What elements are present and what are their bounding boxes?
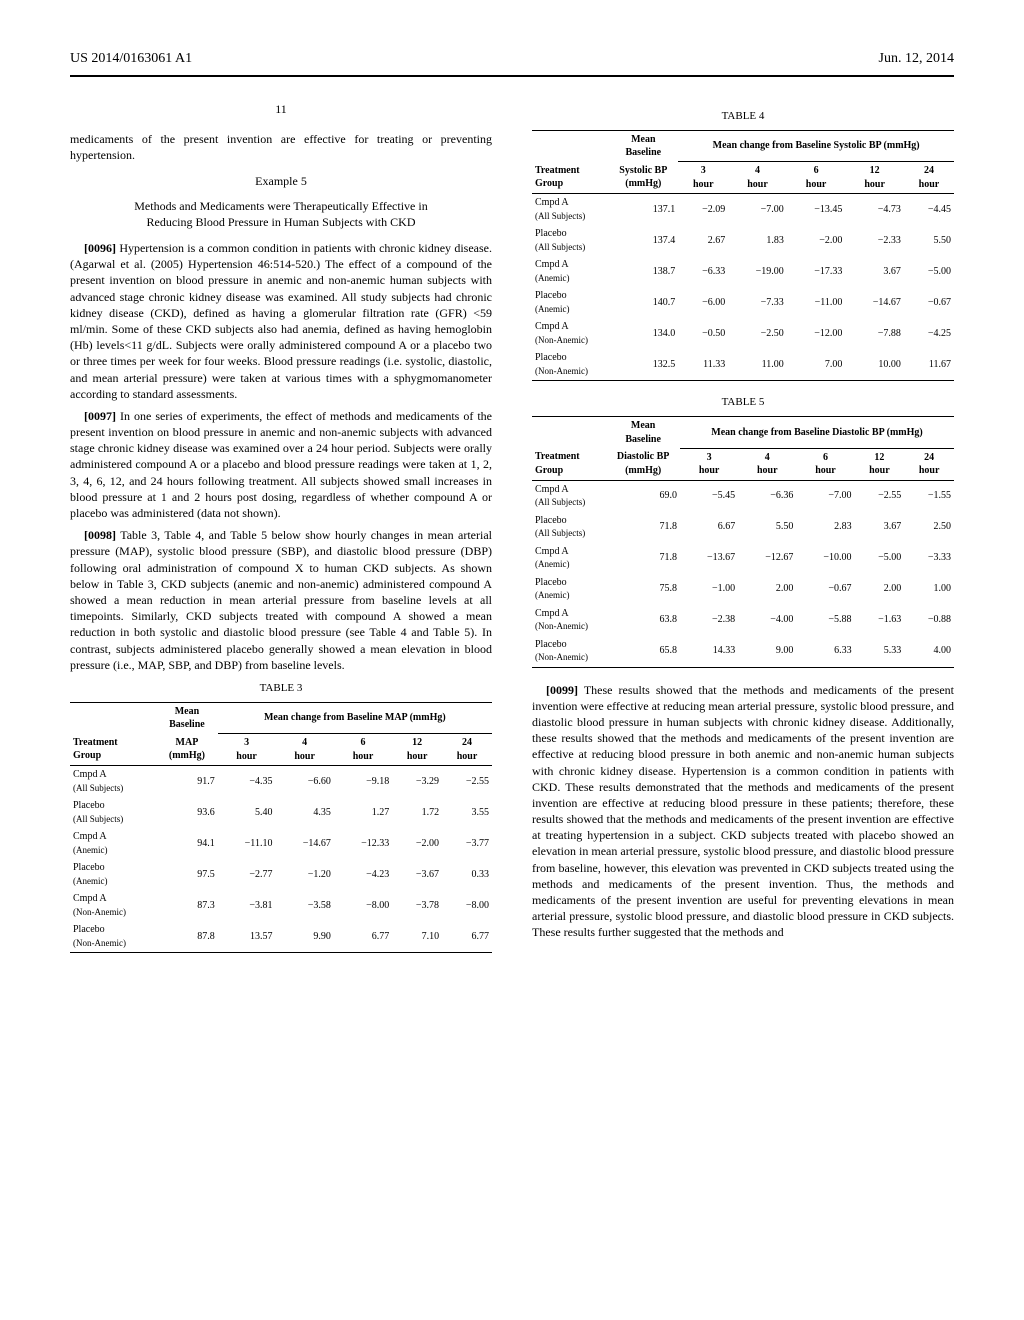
table4-caption: TABLE 4 bbox=[532, 109, 954, 124]
para-text-0097: In one series of experiments, the effect… bbox=[70, 409, 492, 520]
two-column-layout: 11 medicaments of the present invention … bbox=[70, 101, 954, 967]
intro-continuation: medicaments of the present invention are… bbox=[70, 131, 492, 163]
page-header: US 2014/0163061 A1 Jun. 12, 2014 bbox=[70, 50, 954, 69]
header-rule bbox=[70, 75, 954, 77]
publication-number: US 2014/0163061 A1 bbox=[70, 50, 192, 69]
page-number: 11 bbox=[70, 101, 492, 117]
publication-date: Jun. 12, 2014 bbox=[879, 50, 954, 69]
para-text-0096: Hypertension is a common condition in pa… bbox=[70, 241, 492, 401]
example-number: Example 5 bbox=[70, 173, 492, 189]
para-num-0097: [0097] bbox=[84, 409, 116, 423]
para-num-0096: [0096] bbox=[84, 241, 116, 255]
paragraph-0097: [0097] In one series of experiments, the… bbox=[70, 408, 492, 521]
paragraph-0099: [0099] These results showed that the met… bbox=[532, 682, 954, 941]
left-column: 11 medicaments of the present invention … bbox=[70, 101, 492, 967]
para-text-0098: Table 3, Table 4, and Table 5 below show… bbox=[70, 528, 492, 672]
table5-caption: TABLE 5 bbox=[532, 395, 954, 410]
table-3: MeanBaselineMean change from Baseline MA… bbox=[70, 702, 492, 954]
table-5: MeanBaselineMean change from Baseline Di… bbox=[532, 416, 954, 668]
table3-caption: TABLE 3 bbox=[70, 681, 492, 696]
right-column: TABLE 4 MeanBaselineMean change from Bas… bbox=[532, 101, 954, 967]
table-4: MeanBaselineMean change from Baseline Sy… bbox=[532, 130, 954, 382]
para-num-0099: [0099] bbox=[546, 683, 578, 697]
example-title: Methods and Medicaments were Therapeutic… bbox=[110, 198, 452, 230]
para-text-0099: These results showed that the methods an… bbox=[532, 683, 954, 940]
paragraph-0096: [0096] Hypertension is a common conditio… bbox=[70, 240, 492, 402]
paragraph-0098: [0098] Table 3, Table 4, and Table 5 bel… bbox=[70, 527, 492, 673]
para-num-0098: [0098] bbox=[84, 528, 116, 542]
